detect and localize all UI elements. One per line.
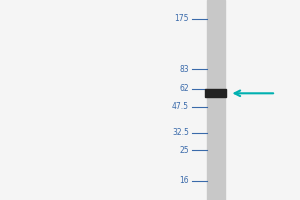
Text: 62: 62 [179,84,189,93]
Bar [206,89,226,97]
Text: 32.5: 32.5 [172,128,189,137]
Text: 47.5: 47.5 [172,102,189,111]
Text: 83: 83 [179,65,189,74]
Text: 25: 25 [179,146,189,155]
Text: 16: 16 [179,176,189,185]
Text: 175: 175 [175,14,189,23]
Bar [207,0,225,200]
